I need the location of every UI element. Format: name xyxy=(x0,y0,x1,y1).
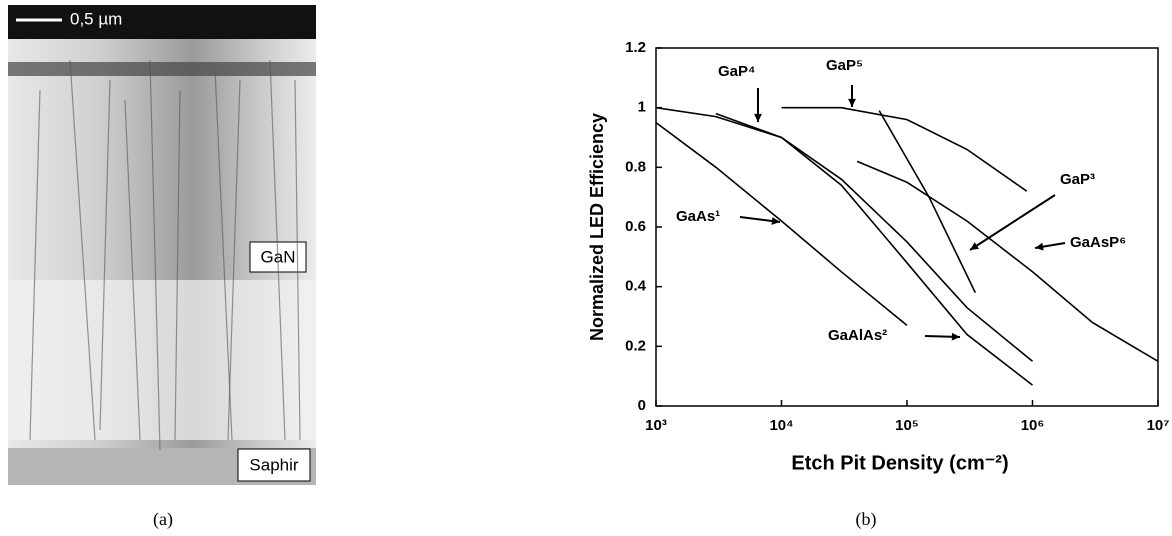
dislocation xyxy=(227,79,241,441)
curve xyxy=(715,112,1034,362)
caption: (b) xyxy=(856,509,877,530)
dislocation xyxy=(69,59,96,441)
layer-label: Saphir xyxy=(249,455,298,474)
x-tick-label: 10⁴ xyxy=(769,417,793,434)
dislocation xyxy=(99,79,111,431)
dislocation xyxy=(29,89,41,441)
scale-label: 0,5 µm xyxy=(70,9,122,28)
dislocation xyxy=(149,59,161,451)
plot-frame xyxy=(655,47,1159,407)
y-tick-label: 0 xyxy=(638,397,646,414)
y-tick-label: 1.2 xyxy=(625,39,646,56)
x-tick-label: 10⁵ xyxy=(895,417,919,434)
light-region xyxy=(8,280,316,440)
scale-bar-band xyxy=(8,5,316,39)
arrow-head xyxy=(848,98,856,107)
y-tick-label: 0.4 xyxy=(625,278,647,295)
dislocation xyxy=(124,99,141,441)
y-tick-label: 1 xyxy=(638,99,646,116)
label-arrow xyxy=(969,194,1056,251)
interface-band xyxy=(8,62,316,76)
curve xyxy=(655,106,1033,386)
caption: (a) xyxy=(153,509,173,530)
dislocation xyxy=(269,59,286,441)
tem-image: 0,5 µm GaN Saphir xyxy=(8,5,316,485)
series-label: GaAs¹ xyxy=(676,208,720,225)
y-tick-label: 0.6 xyxy=(625,218,646,235)
arrow-head xyxy=(754,113,762,122)
x-axis-label: Etch Pit Density (cm⁻²) xyxy=(791,452,1008,474)
dislocation xyxy=(214,69,233,441)
curve xyxy=(878,110,977,293)
series-label: GaP³ xyxy=(1060,171,1095,188)
arrow-head xyxy=(970,242,979,250)
curve xyxy=(781,106,1028,192)
series-label: GaAlAs² xyxy=(828,327,887,344)
arrow-head xyxy=(951,332,960,341)
series-label: GaP⁴ xyxy=(718,63,755,80)
x-tick-label: 10⁷ xyxy=(1147,417,1170,434)
label-box xyxy=(237,448,311,482)
x-tick-label: 10⁶ xyxy=(1021,417,1045,434)
series-label: GaAsP⁶ xyxy=(1070,234,1126,251)
y-tick-label: 0.2 xyxy=(625,337,646,354)
dislocation xyxy=(174,89,181,441)
y-tick-label: 0.8 xyxy=(625,158,646,175)
x-tick-label: 10³ xyxy=(645,417,667,434)
dislocation xyxy=(294,79,301,441)
y-axis-label: Normalized LED Efficiency xyxy=(587,113,607,341)
series-label: GaP⁵ xyxy=(826,57,863,74)
arrow-head xyxy=(771,217,780,225)
arrow-head xyxy=(1035,242,1044,251)
curve xyxy=(856,160,1159,362)
curve xyxy=(655,121,908,327)
